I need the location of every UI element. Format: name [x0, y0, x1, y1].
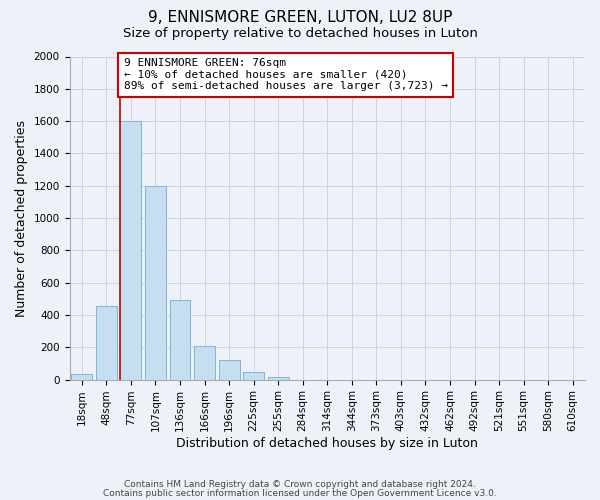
Y-axis label: Number of detached properties: Number of detached properties — [15, 120, 28, 316]
Bar — [268, 377, 289, 380]
Bar — [243, 372, 264, 380]
Bar — [121, 121, 142, 380]
Bar — [194, 346, 215, 380]
Bar — [96, 306, 117, 380]
Text: Contains HM Land Registry data © Crown copyright and database right 2024.: Contains HM Land Registry data © Crown c… — [124, 480, 476, 489]
X-axis label: Distribution of detached houses by size in Luton: Distribution of detached houses by size … — [176, 437, 478, 450]
Bar — [145, 186, 166, 380]
Bar — [71, 374, 92, 380]
Text: 9, ENNISMORE GREEN, LUTON, LU2 8UP: 9, ENNISMORE GREEN, LUTON, LU2 8UP — [148, 10, 452, 25]
Bar — [218, 360, 239, 380]
Text: Size of property relative to detached houses in Luton: Size of property relative to detached ho… — [122, 28, 478, 40]
Text: 9 ENNISMORE GREEN: 76sqm
← 10% of detached houses are smaller (420)
89% of semi-: 9 ENNISMORE GREEN: 76sqm ← 10% of detach… — [124, 58, 448, 92]
Text: Contains public sector information licensed under the Open Government Licence v3: Contains public sector information licen… — [103, 488, 497, 498]
Bar — [170, 300, 190, 380]
